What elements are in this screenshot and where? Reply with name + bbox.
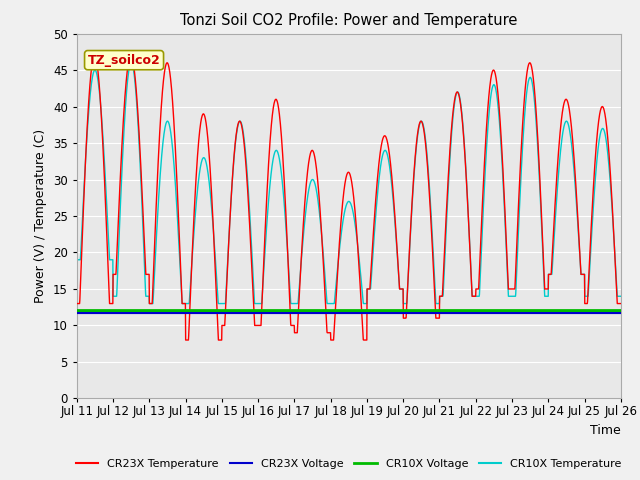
- Y-axis label: Power (V) / Temperature (C): Power (V) / Temperature (C): [35, 129, 47, 303]
- X-axis label: Time: Time: [590, 424, 621, 437]
- Text: TZ_soilco2: TZ_soilco2: [88, 54, 161, 67]
- Title: Tonzi Soil CO2 Profile: Power and Temperature: Tonzi Soil CO2 Profile: Power and Temper…: [180, 13, 518, 28]
- Legend: CR23X Temperature, CR23X Voltage, CR10X Voltage, CR10X Temperature: CR23X Temperature, CR23X Voltage, CR10X …: [72, 454, 626, 473]
